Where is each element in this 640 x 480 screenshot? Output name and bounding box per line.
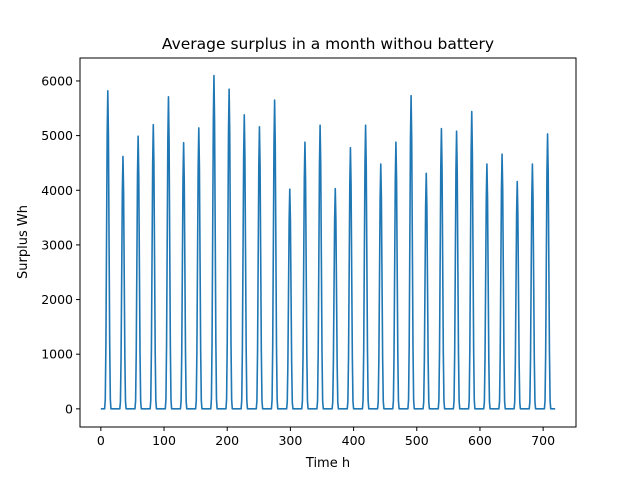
axes-frame: [79, 57, 577, 428]
x-axis-label: Time h: [305, 456, 350, 471]
x-tick-label: 700: [531, 433, 555, 448]
x-tick-label: 200: [215, 433, 239, 448]
y-axis-label: Surplus Wh: [16, 205, 31, 279]
chart-title: Average surplus in a month withou batter…: [162, 35, 494, 53]
x-tick-label: 0: [97, 433, 105, 448]
x-tick-label: 400: [342, 433, 366, 448]
x-tick-label: 300: [278, 433, 302, 448]
y-tick-label: 1000: [41, 347, 73, 362]
x-tick-label: 500: [405, 433, 429, 448]
y-tick-label: 4000: [41, 183, 73, 198]
y-tick-label: 6000: [41, 73, 73, 88]
x-tick-label: 100: [152, 433, 176, 448]
series-line: [100, 74, 556, 410]
y-tick-label: 0: [65, 401, 73, 416]
y-tick-label: 3000: [41, 237, 73, 252]
x-axis: 0 100 200 300 400 500 600 700: [97, 427, 555, 448]
plot-area: [100, 74, 556, 410]
y-tick-label: 5000: [41, 128, 73, 143]
x-tick-label: 600: [468, 433, 492, 448]
y-tick-label: 2000: [41, 292, 73, 307]
y-axis: 0 1000 2000 3000 4000 5000 6000: [41, 73, 80, 416]
